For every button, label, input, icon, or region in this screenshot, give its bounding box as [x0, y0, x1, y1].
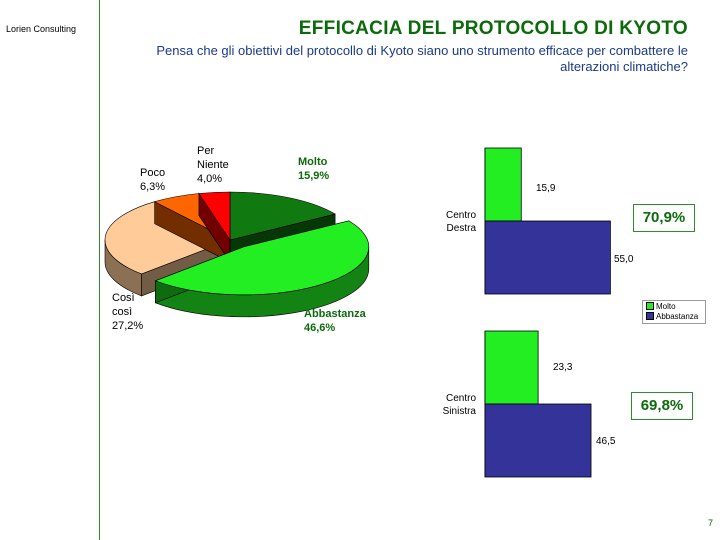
bar-cd-molto: [484, 147, 522, 222]
bar-value-cd-abbastanza: 55,0: [614, 254, 634, 265]
pie-slice-molto: [229, 191, 336, 241]
pie-label-poco: Poco 6,3%: [140, 167, 166, 193]
brand-label: Lorien Consulting: [6, 24, 77, 34]
pie-label-molto: Molto 15,9%: [298, 156, 330, 182]
pie-slice-per-niente: [198, 191, 231, 241]
legend-swatch-abbastanza: [646, 312, 654, 320]
page-number: 7: [707, 518, 713, 528]
bar-cs-molto: [484, 330, 539, 405]
bar-value-cs-molto: 23,3: [553, 362, 573, 373]
bar-value-cs-abbastanza: 46,5: [596, 436, 616, 447]
pie-label-abbastanza: Abbastanza 46,6%: [304, 308, 366, 334]
legend-item-abbastanza: Abbastanza: [646, 311, 705, 321]
pie-label-per-niente: Per Niente 4,0%: [197, 145, 229, 185]
bar-value-cd-molto: 15,9: [536, 183, 556, 194]
page-title: EFFICACIA DEL PROTOCOLLO DI KYOTO: [298, 18, 688, 39]
pie-label-cosi-cosi: Così così 27,2%: [112, 292, 144, 332]
vertical-divider: [99, 0, 100, 540]
bar-cd-abbastanza: [484, 220, 611, 295]
bar-category-centro-destra: Centro Destra: [445, 210, 476, 234]
legend-label-abbastanza: Abbastanza: [656, 311, 699, 321]
bar-category-centro-sinistra: Centro Sinistra: [442, 393, 476, 417]
chart-legend: Molto Abbastanza: [642, 300, 706, 324]
pie-slice-abbastanza: [154, 220, 370, 296]
legend-item-molto: Molto: [646, 301, 705, 311]
bar-cs-abbastanza: [484, 403, 592, 478]
pie-slice-cosi-cosi: [104, 201, 231, 275]
total-centro-sinistra: 69,8%: [631, 392, 693, 420]
legend-swatch-molto: [646, 302, 654, 310]
total-centro-destra: 70,9%: [633, 204, 695, 232]
page-subtitle: Pensa che gli obiettivi del protocollo d…: [156, 43, 688, 74]
legend-label-molto: Molto: [656, 301, 676, 311]
